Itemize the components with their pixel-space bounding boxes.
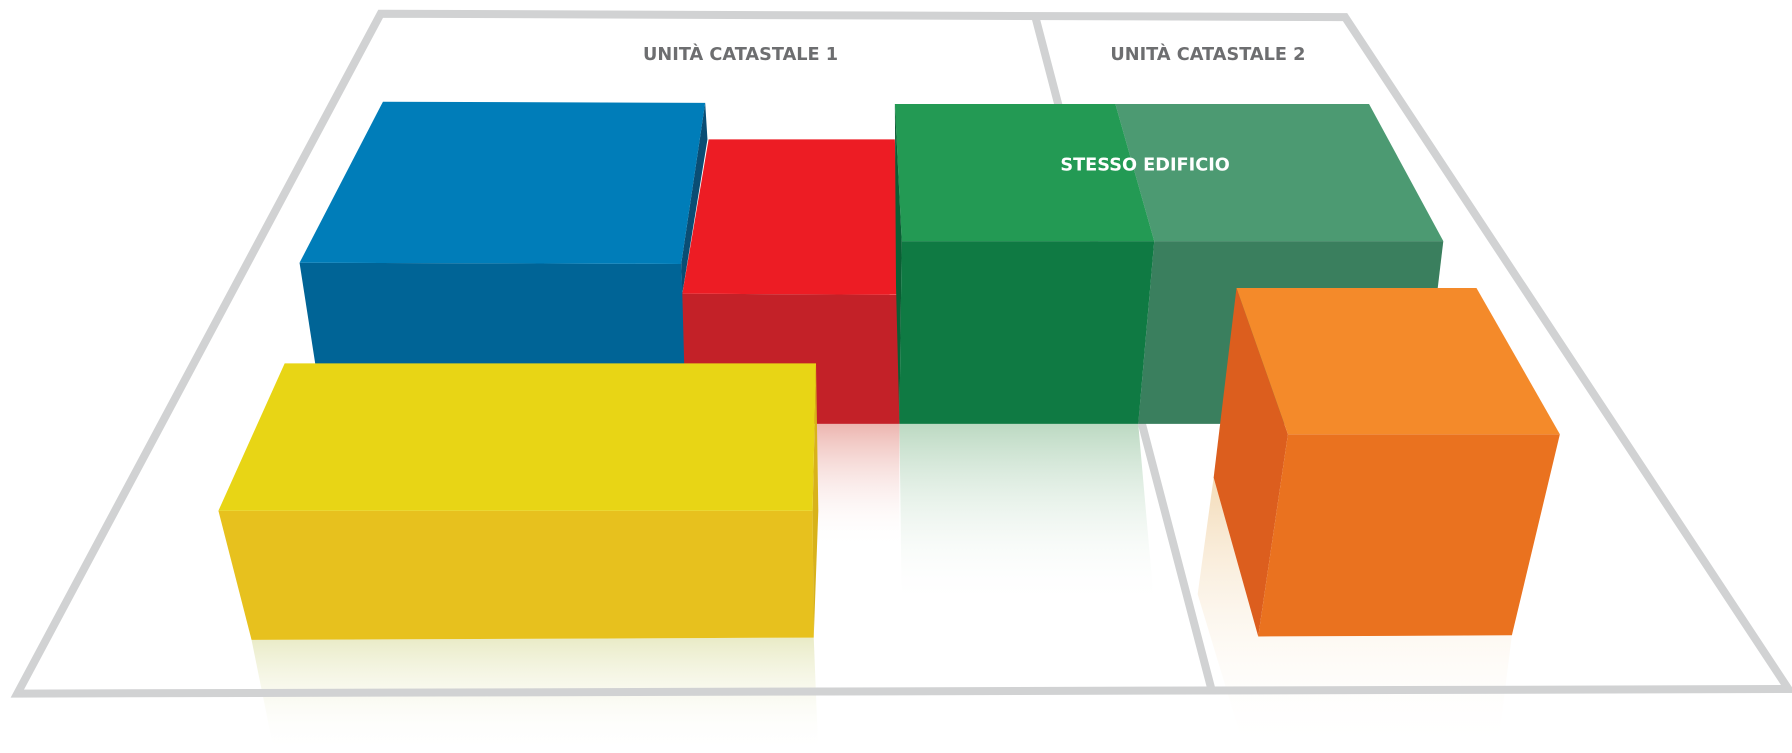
green-right-top	[1115, 103, 1444, 242]
yellow-side	[812, 363, 819, 638]
yellow-front	[218, 510, 814, 640]
same-building-label: STESSO EDIFICIO	[1060, 156, 1230, 176]
yellow-top	[218, 363, 817, 511]
orange-front	[1258, 434, 1560, 637]
orange-top	[1236, 287, 1560, 435]
blue-side	[681, 102, 708, 294]
green-front	[899, 241, 1155, 424]
green-top	[894, 103, 1155, 242]
floor-outline	[10, 9, 1792, 698]
green-reflection	[899, 423, 1155, 606]
unit-1-label: UNITÀ CATASTALE 1	[643, 43, 838, 65]
orange-left	[1213, 287, 1288, 637]
unit-2-label: UNITÀ CATASTALE 2	[1110, 43, 1305, 65]
blue-top	[299, 101, 706, 264]
green-edge	[894, 103, 902, 424]
blue-front	[299, 262, 686, 366]
orange-reflection	[1197, 477, 1512, 753]
red-reflection	[816, 423, 900, 549]
red-top	[682, 139, 900, 295]
